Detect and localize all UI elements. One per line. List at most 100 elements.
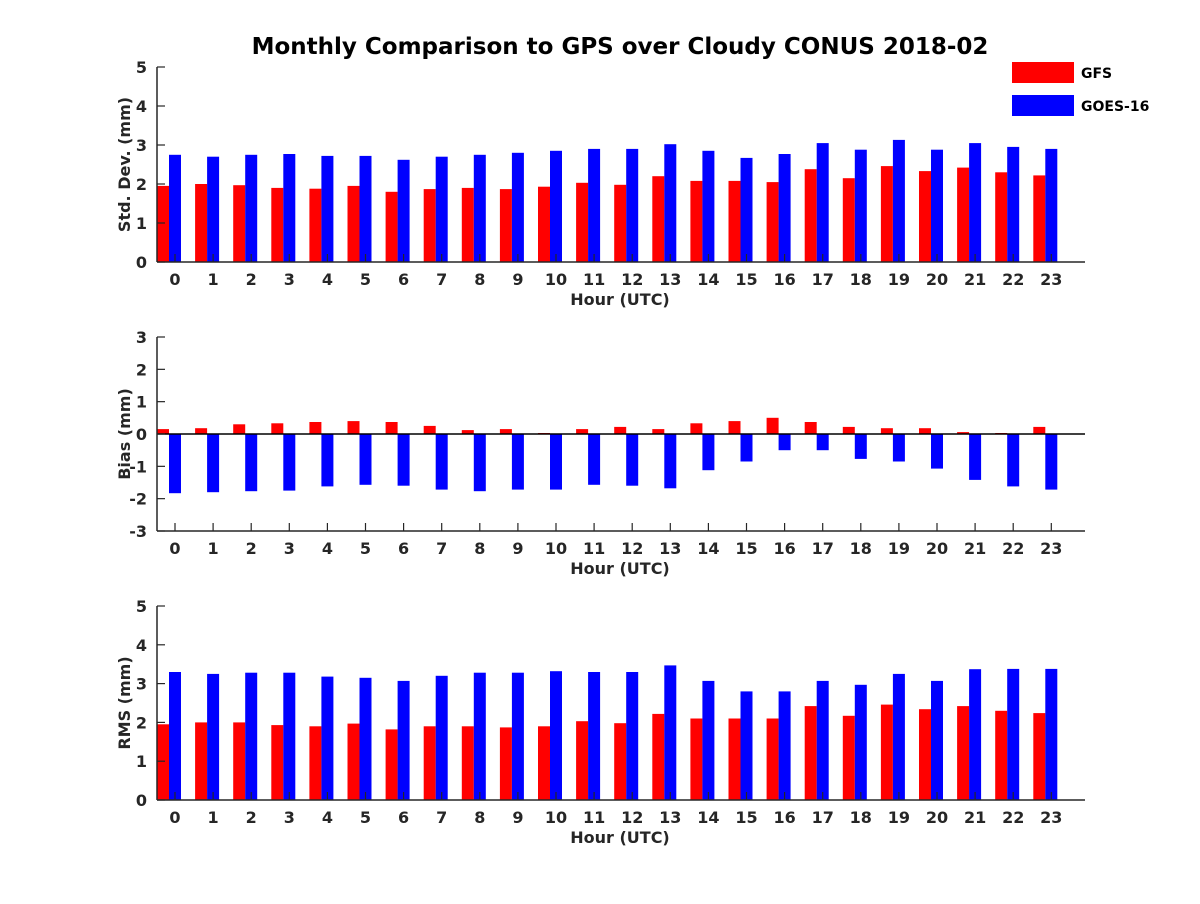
bar-goes-16-hour-17 [816,143,829,262]
bar-goes-16-hour-7 [435,156,448,262]
x-tick-label: 12 [621,539,643,558]
x-tick-label: 19 [888,270,910,289]
x-tick-label: 19 [888,808,910,827]
x-tick-label: 11 [583,808,605,827]
bar-goes-16-hour-13 [664,434,677,489]
bar-goes-16-hour-14 [702,434,715,471]
y-tick-label: 0 [136,791,147,810]
chart-title: Monthly Comparison to GPS over Cloudy CO… [252,34,989,60]
bar-goes-16-hour-17 [816,434,829,451]
x-tick-label: 18 [850,539,872,558]
x-tick-label: 5 [360,808,371,827]
bar-goes-16-hour-0 [169,434,181,494]
bar-goes-16-hour-23 [1045,668,1058,800]
y-tick-label: 5 [136,58,147,77]
x-tick-label: 10 [545,539,567,558]
bar-goes-16-hour-16 [778,691,791,800]
x-tick-label: 23 [1040,270,1062,289]
y-tick-label: -3 [129,522,147,541]
bar-gfs-hour-2 [233,185,246,262]
bar-goes-16-hour-2 [245,434,258,492]
bar-goes-16-hour-5 [359,677,372,800]
bar-goes-16-hour-7 [435,675,448,800]
bar-goes-16-hour-19 [892,673,905,800]
x-tick-label: 4 [322,808,333,827]
bar-goes-16-hour-9 [511,152,524,262]
y-axis-label: RMS (mm) [115,656,134,749]
series-goes-16 [169,139,1058,263]
x-tick-label: 7 [436,808,447,827]
x-tick-label: 6 [398,539,409,558]
bar-goes-16-hour-19 [892,434,905,462]
bar-gfs-hour-8 [461,726,474,800]
bar-goes-16-hour-1 [207,156,220,262]
bar-gfs-hour-10 [538,726,550,800]
x-axis-label: Hour (UTC) [570,290,670,309]
bar-gfs-hour-8 [461,187,474,262]
bar-gfs-hour-4 [309,188,322,262]
bar-goes-16-hour-12 [626,672,639,800]
x-tick-label: 1 [208,270,219,289]
x-tick-label: 11 [583,270,605,289]
bar-goes-16-hour-16 [778,154,791,262]
bar-gfs-hour-0 [157,429,169,434]
bar-goes-16-hour-3 [283,154,296,262]
bar-goes-16-hour-17 [816,680,829,800]
series-gfs [157,704,1046,800]
x-tick-label: 20 [926,539,948,558]
x-tick-label: 0 [169,808,180,827]
bar-goes-16-hour-20 [931,680,943,800]
bar-gfs-hour-12 [614,723,627,800]
bar-gfs-hour-3 [271,187,284,262]
bar-goes-16-hour-5 [359,434,372,485]
y-tick-label: 3 [136,136,147,155]
x-tick-label: 9 [512,270,523,289]
y-tick-label: 2 [136,713,147,732]
bar-goes-16-hour-23 [1045,148,1058,262]
bar-gfs-hour-14 [690,180,703,262]
x-tick-label: 19 [888,539,910,558]
bar-gfs-hour-21 [957,167,970,262]
x-tick-label: 3 [284,808,295,827]
bar-goes-16-hour-6 [397,159,410,262]
bar-gfs-hour-13 [652,713,665,800]
bar-goes-16-hour-19 [892,139,905,262]
bar-goes-16-hour-3 [283,672,296,800]
bar-gfs-hour-4 [309,422,322,434]
legend-label-gfs: GFS [1081,66,1112,82]
bar-goes-16-hour-22 [1007,434,1020,487]
bar-gfs-hour-6 [385,729,398,800]
bar-goes-16-hour-14 [702,680,715,800]
y-tick-label: 1 [136,752,147,771]
bar-goes-16-hour-5 [359,155,372,262]
bar-goes-16-hour-12 [626,148,639,262]
x-tick-label: 10 [545,270,567,289]
x-tick-label: 5 [360,270,371,289]
bar-gfs-hour-2 [233,722,246,800]
bar-goes-16-hour-21 [969,143,982,262]
bar-goes-16-hour-21 [969,434,982,480]
bar-goes-16-hour-0 [169,672,181,800]
bar-gfs-hour-8 [461,430,474,434]
x-tick-label: 4 [322,270,333,289]
x-tick-label: 13 [659,270,681,289]
x-tick-label: 0 [169,539,180,558]
bar-gfs-hour-6 [385,422,398,434]
y-tick-label: 4 [136,97,147,116]
chart-legend: GFS GOES-16 [1012,62,1149,116]
series-goes-16 [169,665,1058,800]
x-tick-label: 10 [545,808,567,827]
bar-gfs-hour-2 [233,424,246,434]
x-tick-label: 21 [964,539,986,558]
bar-gfs-hour-1 [195,722,208,800]
bar-goes-16-hour-21 [969,669,982,800]
y-tick-label: 2 [136,175,147,194]
bar-gfs-hour-23 [1033,175,1046,262]
bar-gfs-hour-16 [766,182,779,262]
bar-gfs-hour-0 [157,185,169,262]
x-tick-label: 20 [926,808,948,827]
x-tick-label: 13 [659,539,681,558]
